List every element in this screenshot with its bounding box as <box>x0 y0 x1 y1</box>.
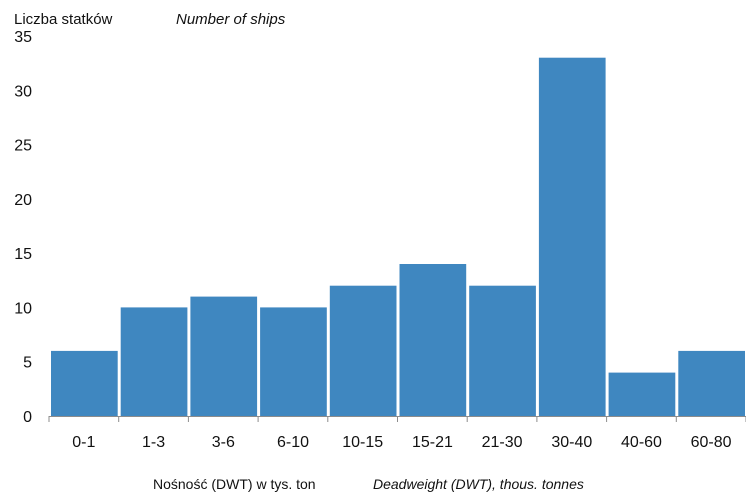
bar-15-21 <box>399 264 467 416</box>
y-axis-ticks: 0 5 10 15 20 25 30 35 <box>14 29 32 426</box>
y-tick-label: 30 <box>14 83 32 100</box>
bar-3-6 <box>190 296 258 416</box>
bar-60-80 <box>678 350 745 416</box>
x-tick-label: 0-1 <box>72 434 95 451</box>
y-tick-label: 20 <box>14 192 32 209</box>
x-tick-label: 60-80 <box>691 434 732 451</box>
y-tick-label: 35 <box>14 29 32 46</box>
x-tick-label: 10-15 <box>342 434 383 451</box>
y-tick-label: 0 <box>23 409 32 426</box>
y-tick-label: 25 <box>14 138 32 155</box>
x-axis-title-english: Deadweight (DWT), thous. tonnes <box>373 476 584 492</box>
bar-40-60 <box>608 372 676 416</box>
bars-group <box>51 57 745 416</box>
x-tick-label: 21-30 <box>482 434 523 451</box>
x-tick-label: 3-6 <box>212 434 235 451</box>
y-tick-label: 10 <box>14 300 32 317</box>
y-axis-title-polish: Liczba statków <box>14 11 113 28</box>
y-axis-title-english: Number of ships <box>176 11 286 28</box>
y-tick-label: 15 <box>14 246 32 263</box>
bar-10-15 <box>329 285 397 416</box>
bar-30-40 <box>538 57 606 416</box>
x-axis-ticks: 0-1 1-3 3-6 6-10 10-15 15-21 21-30 30-40 40-60 60… <box>48 416 746 451</box>
bar-0-1 <box>51 350 118 416</box>
x-tick-label: 30-40 <box>551 434 592 451</box>
y-tick-label: 5 <box>23 355 32 372</box>
x-tick-label: 40-60 <box>621 434 662 451</box>
bar-21-30 <box>469 285 536 416</box>
x-tick-label: 15-21 <box>412 434 453 451</box>
x-tick-label: 6-10 <box>277 434 309 451</box>
x-tick-label: 1-3 <box>142 434 165 451</box>
bar-1-3 <box>120 307 188 416</box>
bar-6-10 <box>260 307 327 416</box>
x-axis-title-polish: Nośność (DWT) w tys. ton <box>153 476 316 492</box>
